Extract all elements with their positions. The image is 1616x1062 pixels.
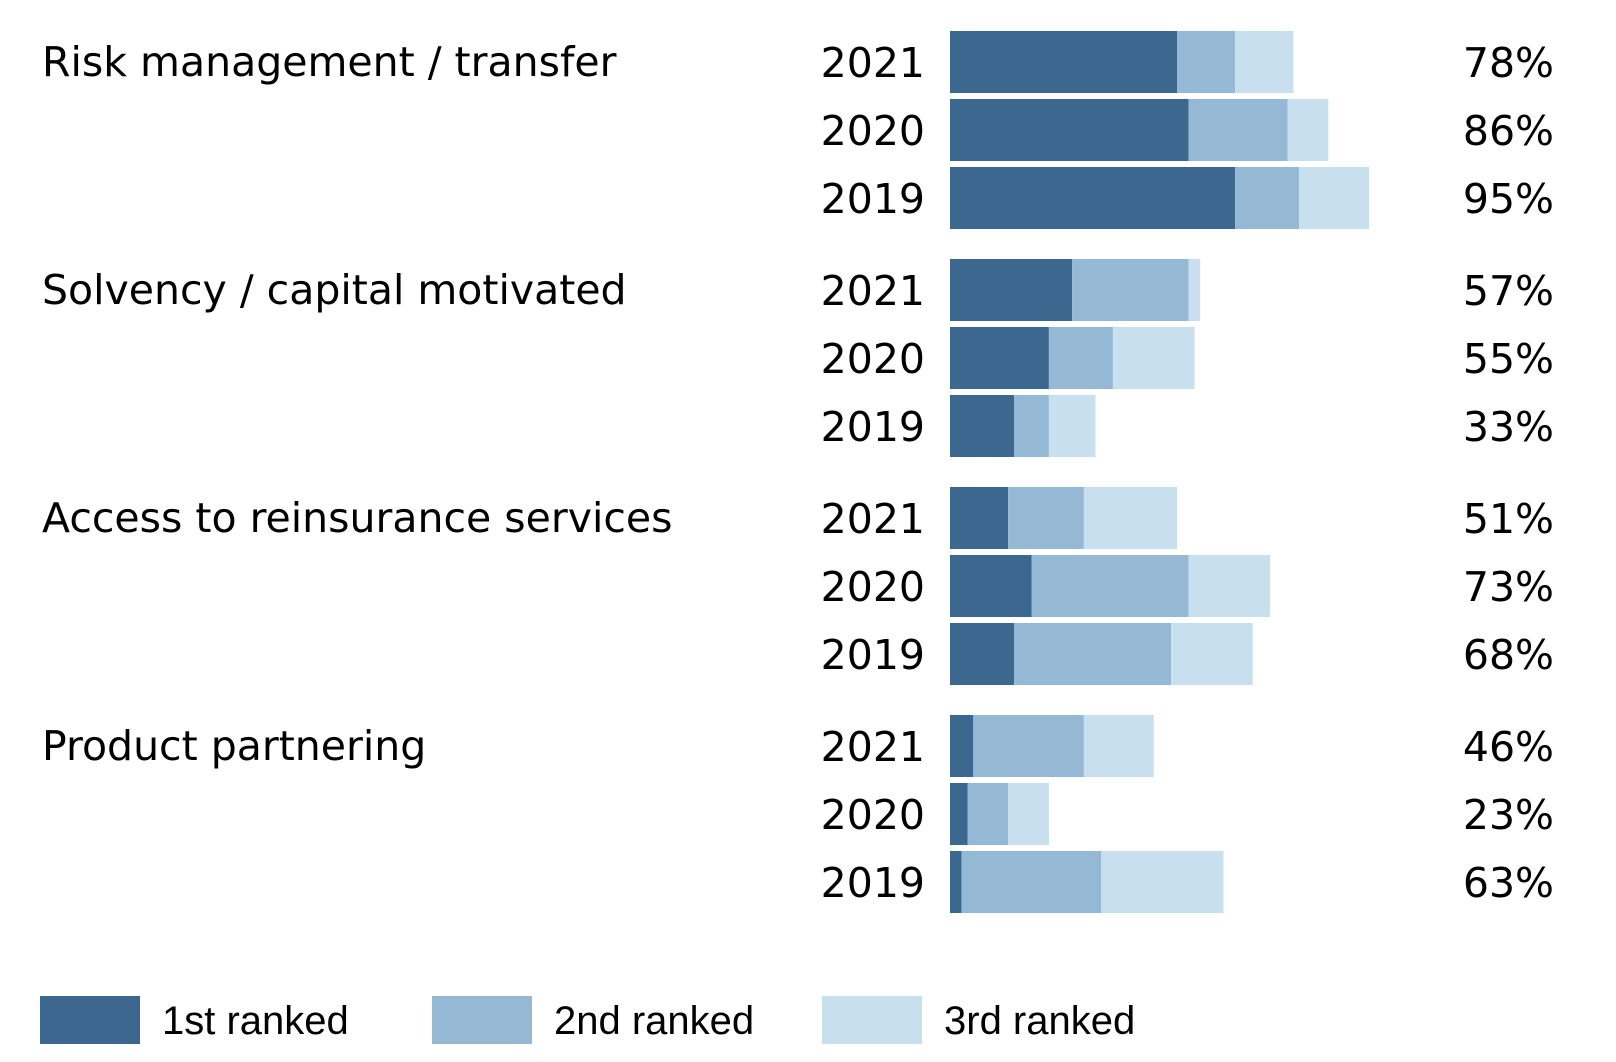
category-group: Solvency / capital motivated 2021 57% 2020 5…: [42, 259, 1554, 457]
total-label: 95%: [1463, 175, 1554, 223]
total-label: 33%: [1463, 403, 1554, 451]
legend: 1st ranked 2nd ranked 3rd ranked: [40, 996, 1135, 1044]
category-label: Access to reinsurance services: [42, 494, 672, 542]
bar-segment-3: [1287, 99, 1329, 161]
category-group: Risk management / transfer 2021 78% 2020 86%…: [42, 31, 1554, 229]
year-label: 2020: [821, 107, 925, 155]
year-label: 2020: [821, 791, 925, 839]
total-label: 51%: [1463, 495, 1554, 543]
bar-segment-2: [1014, 623, 1172, 685]
bar-segment-1: [950, 851, 962, 913]
total-label: 46%: [1463, 723, 1554, 771]
legend-item: 1st ranked: [40, 996, 349, 1044]
bar-segment-2: [1072, 259, 1189, 321]
year-label: 2019: [821, 175, 925, 223]
year-label: 2019: [821, 403, 925, 451]
legend-swatch: [822, 996, 922, 1044]
total-label: 73%: [1463, 563, 1554, 611]
legend-label: 1st ranked: [162, 999, 349, 1043]
bar-segment-2: [1188, 99, 1288, 161]
year-label: 2020: [821, 335, 925, 383]
bar-segment-3: [1083, 715, 1154, 777]
category-label: Risk management / transfer: [42, 38, 617, 86]
year-label: 2021: [821, 495, 925, 543]
year-label: 2019: [821, 859, 925, 907]
bar-segment-3: [1101, 851, 1224, 913]
bar-segment-3: [1048, 395, 1096, 457]
category-label: Solvency / capital motivated: [42, 266, 627, 314]
year-label: 2021: [821, 39, 925, 87]
total-label: 23%: [1463, 791, 1554, 839]
bar-segment-2: [1048, 327, 1113, 389]
total-label: 57%: [1463, 267, 1554, 315]
bar-segment-3: [1235, 31, 1294, 93]
bar-segment-1: [950, 31, 1177, 93]
bar-segment-1: [950, 99, 1189, 161]
bar-segment-2: [1235, 167, 1300, 229]
legend-swatch: [432, 996, 532, 1044]
bar-segment-2: [961, 851, 1102, 913]
legend-swatch: [40, 996, 140, 1044]
bar-segment-1: [950, 555, 1032, 617]
bar-segment-2: [1177, 31, 1236, 93]
bar-segment-1: [950, 395, 1014, 457]
legend-label: 3rd ranked: [944, 999, 1135, 1043]
bar-segment-3: [1083, 487, 1177, 549]
year-label: 2021: [821, 723, 925, 771]
bar-segment-3: [1188, 555, 1271, 617]
total-label: 78%: [1463, 39, 1554, 87]
bar-segment-2: [973, 715, 1084, 777]
bar-segment-2: [1031, 555, 1189, 617]
bar-segment-1: [950, 167, 1236, 229]
total-label: 86%: [1463, 107, 1554, 155]
bar-segment-2: [1008, 487, 1084, 549]
bar-segment-3: [1171, 623, 1253, 685]
bar-segment-1: [950, 783, 968, 845]
bar-segment-2: [967, 783, 1009, 845]
legend-item: 3rd ranked: [822, 996, 1135, 1044]
total-label: 68%: [1463, 631, 1554, 679]
year-label: 2021: [821, 267, 925, 315]
bar-segment-1: [950, 259, 1073, 321]
total-label: 55%: [1463, 335, 1554, 383]
bar-segment-3: [1299, 167, 1369, 229]
bar-segment-1: [950, 623, 1014, 685]
plot-area: Risk management / transfer 2021 78% 2020 86%…: [42, 31, 1554, 913]
bar-segment-1: [950, 487, 1009, 549]
year-label: 2019: [821, 631, 925, 679]
category-group: Access to reinsurance services 2021 51% 202…: [42, 487, 1554, 685]
year-label: 2020: [821, 563, 925, 611]
bar-segment-3: [1008, 783, 1049, 845]
bar-segment-2: [1014, 395, 1049, 457]
total-label: 63%: [1463, 859, 1554, 907]
legend-label: 2nd ranked: [554, 999, 754, 1043]
bar-segment-1: [950, 327, 1049, 389]
bar-segment-3: [1188, 259, 1201, 321]
legend-item: 2nd ranked: [432, 996, 754, 1044]
bar-segment-3: [1113, 327, 1195, 389]
bar-segment-1: [950, 715, 974, 777]
category-label: Product partnering: [42, 722, 426, 770]
category-group: Product partnering 2021 46% 2020 23% 2019 63%: [42, 715, 1554, 913]
